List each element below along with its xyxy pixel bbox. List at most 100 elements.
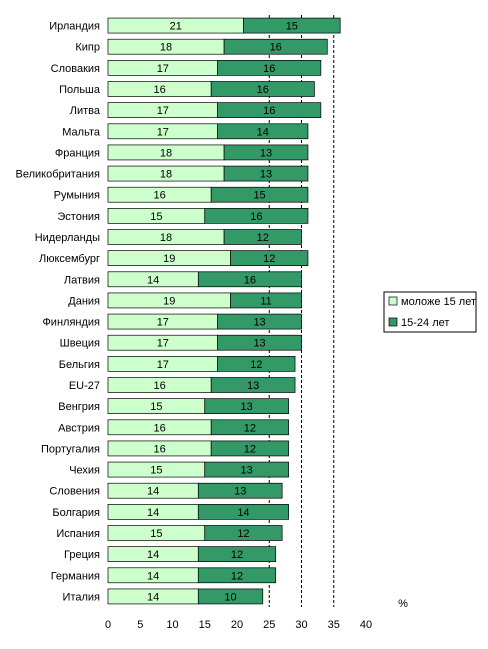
bar-15-24-25: [197, 546, 277, 562]
value-label: 14: [147, 570, 159, 582]
category-label: Чехия: [69, 465, 100, 477]
category-label: Мальта: [62, 126, 101, 138]
value-label: 12: [231, 570, 243, 582]
value-label: 13: [241, 465, 253, 477]
category-label: Кипр: [75, 42, 100, 54]
value-label: 17: [157, 63, 169, 75]
category-label: Греция: [64, 549, 100, 561]
value-label: 13: [234, 486, 246, 498]
value-label: 13: [241, 401, 253, 413]
category-label: Ирландия: [49, 21, 100, 33]
value-label: 18: [160, 232, 172, 244]
value-label: 16: [153, 190, 165, 202]
bar-15-24-22: [197, 482, 283, 499]
x-tick-label: 5: [137, 619, 143, 631]
value-label: 15: [150, 401, 162, 413]
category-label: Дания: [68, 295, 100, 307]
category-label: Нидерланды: [35, 232, 100, 244]
category-label: Германия: [51, 570, 100, 582]
value-label: 19: [163, 253, 175, 265]
bar-15-24-9: [204, 208, 309, 224]
value-label: 16: [263, 63, 275, 75]
bar-15-24-3: [210, 81, 315, 97]
category-label: Словакия: [51, 63, 100, 75]
category-label: Словения: [49, 486, 100, 498]
value-label: 14: [257, 126, 269, 138]
value-label: 14: [147, 549, 159, 561]
bars: [107, 17, 341, 605]
value-labels: 21 15 18 16 17 16 16 16 17 16 17 14 18 13 18 13 16 15 15 16…: [147, 21, 298, 604]
bar-15-24-14: [217, 313, 302, 330]
bar-15-24-4: [217, 102, 322, 118]
category-label: Швеция: [60, 338, 100, 350]
x-tick-label: 10: [166, 619, 178, 631]
value-label: 14: [237, 507, 249, 519]
category-label: Великобритания: [16, 169, 101, 181]
x-tick-label: 30: [295, 619, 307, 631]
bar-15-24-6: [223, 144, 309, 161]
value-label: 17: [157, 105, 169, 117]
bar-15-24-16: [217, 356, 296, 372]
value-label: 19: [163, 295, 175, 307]
category-label: Финляндия: [42, 317, 100, 329]
value-label: 18: [160, 42, 172, 54]
category-label: Венгрия: [58, 401, 100, 413]
bar-15-24-7: [223, 165, 309, 182]
bar-15-24-5: [217, 123, 309, 140]
bar-15-24-23: [197, 504, 289, 520]
value-label: 13: [260, 169, 272, 181]
x-tick-label: 0: [105, 619, 111, 631]
bar-15-24-0: [243, 17, 341, 34]
value-label: 18: [160, 147, 172, 159]
bar-15-24-8: [210, 186, 309, 203]
bar-15-24-1: [223, 38, 328, 55]
value-label: 16: [263, 105, 275, 117]
value-label: 12: [263, 253, 275, 265]
x-tick-label: 35: [328, 619, 340, 631]
value-label: 21: [170, 21, 182, 33]
bar-15-24-12: [197, 271, 302, 288]
bar-15-24-2: [217, 60, 322, 76]
bar-15-24-24: [204, 525, 283, 541]
value-label: 16: [250, 211, 262, 223]
legend-swatch-15-24: [388, 317, 398, 327]
value-label: 17: [157, 359, 169, 371]
legend-label: 15-24 лет: [401, 317, 449, 329]
unit-label: %: [398, 598, 408, 610]
category-label: Испания: [56, 528, 100, 540]
value-label: 12: [250, 359, 262, 371]
bar-15-24-27: [197, 588, 264, 605]
category-label: Португалия: [41, 443, 100, 455]
category-label: Латвия: [64, 274, 100, 286]
category-label: Румыния: [54, 190, 100, 202]
value-label: 17: [157, 317, 169, 329]
value-label: 16: [257, 84, 269, 96]
value-label: 17: [157, 126, 169, 138]
bar-15-24-17: [210, 377, 296, 393]
bar-15-24-18: [204, 398, 289, 414]
value-label: 15: [150, 211, 162, 223]
bar-15-24-26: [197, 567, 277, 584]
x-tick-label: 40: [360, 619, 372, 631]
value-label: 16: [153, 84, 165, 96]
category-label: Люксембург: [39, 253, 100, 265]
value-label: 12: [257, 232, 269, 244]
value-label: 13: [253, 338, 265, 350]
bar-15-24-19: [210, 419, 289, 436]
x-tick-label: 20: [231, 619, 243, 631]
value-label: 16: [153, 380, 165, 392]
value-label: 14: [147, 507, 159, 519]
value-label: 13: [253, 317, 265, 329]
category-label: Италия: [63, 591, 101, 603]
value-label: 10: [224, 591, 236, 603]
legend-box: [383, 291, 477, 333]
value-label: 16: [153, 422, 165, 434]
bar-15-24-20: [210, 440, 289, 457]
value-label: 12: [244, 443, 256, 455]
value-label: 16: [153, 443, 165, 455]
category-label: Польша: [59, 84, 101, 96]
category-labels: Ирландия Кипр Словакия Польша Литва Мальта Фра…: [16, 21, 101, 604]
reference-lines: [268, 15, 335, 607]
bar-15-24-10: [223, 229, 302, 245]
